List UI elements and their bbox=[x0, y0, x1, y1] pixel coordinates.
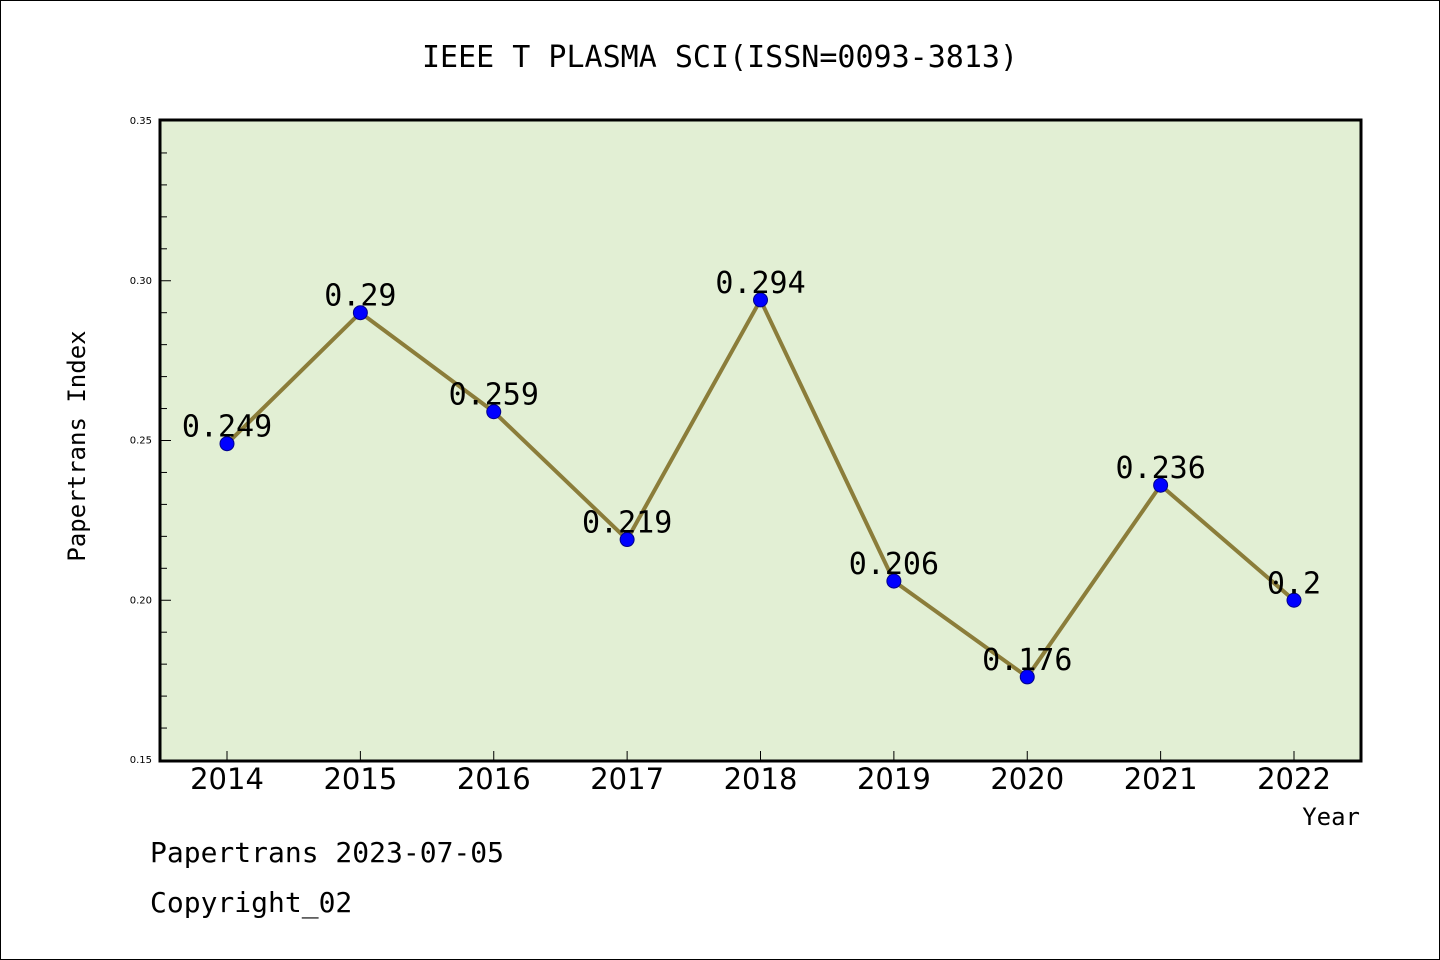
data-label: 0.219 bbox=[582, 506, 672, 541]
x-axis: 2014 2015 2016 2017 2018 2019 2020 2021 2022 bbox=[190, 751, 1331, 796]
x-tick-label: 2022 bbox=[1257, 762, 1331, 796]
data-label: 0.294 bbox=[715, 266, 805, 301]
data-point bbox=[352, 305, 368, 321]
data-label: 0.2 bbox=[1267, 566, 1321, 601]
plot-area bbox=[158, 118, 1363, 763]
x-tick-label: 2018 bbox=[724, 762, 798, 796]
x-tick-label: 2015 bbox=[323, 762, 397, 796]
data-point bbox=[753, 292, 768, 308]
data-label: 0.236 bbox=[1115, 451, 1205, 486]
series-layer: 0.249 0.29 0.259 0.219 0.294 0.206 0.176 0.236 0… bbox=[182, 266, 1321, 685]
y-tick-label: 0.25 bbox=[130, 436, 152, 447]
footer-line-2: Copyright_02 bbox=[150, 886, 353, 919]
data-label: 0.29 bbox=[324, 279, 396, 314]
x-axis-label: Year bbox=[1302, 803, 1360, 831]
y-tick-label: 0.30 bbox=[130, 276, 152, 287]
data-point bbox=[486, 404, 502, 420]
y-tick-label: 0.15 bbox=[130, 755, 152, 766]
data-label: 0.176 bbox=[982, 643, 1072, 678]
y-tick-label: 0.35 bbox=[130, 116, 152, 127]
x-tick-label: 2019 bbox=[857, 762, 931, 796]
chart-title: IEEE T PLASMA SCI(ISSN=0093-3813) bbox=[422, 40, 1018, 75]
footer-line-1: Papertrans 2023-07-05 bbox=[150, 836, 505, 869]
data-label: 0.206 bbox=[849, 547, 939, 582]
x-tick-label: 2021 bbox=[1124, 762, 1198, 796]
y-axis-label: Papertrans Index bbox=[63, 330, 91, 561]
data-point bbox=[1286, 592, 1302, 608]
data-label: 0.259 bbox=[449, 378, 539, 413]
y-axis: 0.15 0.20 0.25 0.30 0.35 bbox=[130, 116, 171, 766]
x-tick-label: 2016 bbox=[457, 762, 531, 796]
x-tick-label: 2020 bbox=[990, 762, 1064, 796]
data-point bbox=[619, 532, 635, 548]
data-label: 0.249 bbox=[182, 410, 272, 445]
x-tick-label: 2014 bbox=[190, 762, 264, 796]
data-point bbox=[886, 573, 902, 589]
data-point bbox=[1153, 477, 1169, 493]
y-tick-label: 0.20 bbox=[130, 595, 152, 606]
x-tick-label: 2017 bbox=[590, 762, 664, 796]
data-point bbox=[219, 436, 235, 452]
data-point bbox=[1019, 669, 1035, 685]
